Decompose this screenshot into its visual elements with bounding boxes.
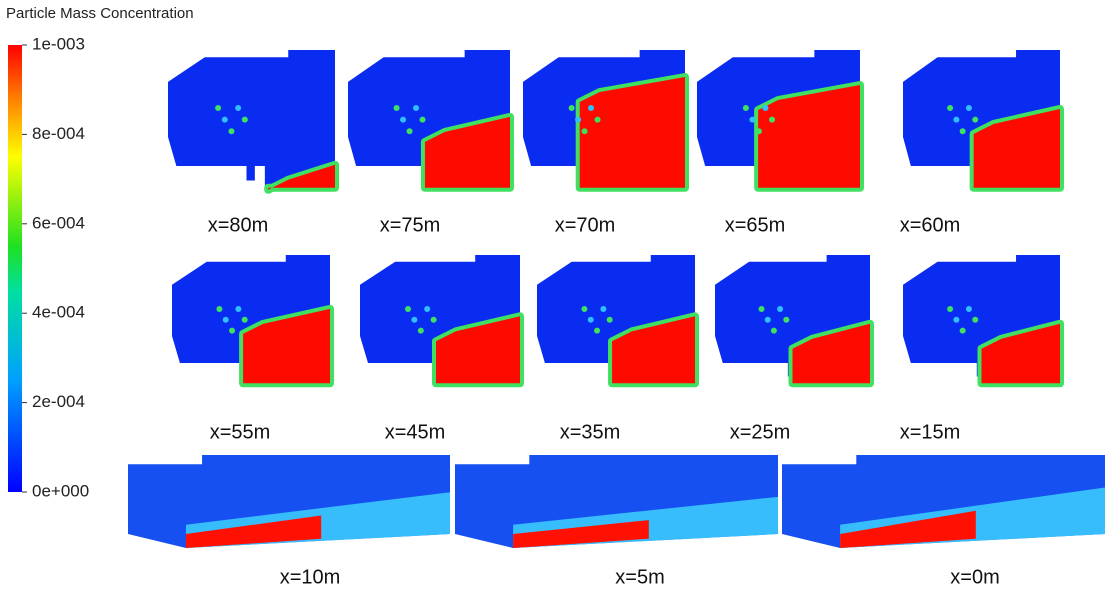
contour-spot <box>972 117 978 123</box>
contour-spot <box>953 117 959 123</box>
colorbar-tick-label: 1e-003 <box>32 34 85 53</box>
contour-spot <box>229 328 235 334</box>
panel-label: x=5m <box>615 566 664 588</box>
contour-spot <box>215 105 221 111</box>
contour-spot <box>588 317 594 323</box>
contour-spot <box>407 128 413 134</box>
contour-spot <box>960 128 966 134</box>
contour-spot <box>960 328 966 334</box>
contour-spot <box>607 317 613 323</box>
contour-spot <box>783 317 789 323</box>
contour-spot <box>424 306 430 312</box>
colorbar-tick-label: 0e+000 <box>32 481 89 500</box>
contour-spot <box>400 117 406 123</box>
contour-spot <box>242 317 248 323</box>
panel-label: x=60m <box>900 214 961 236</box>
contour-spot <box>765 317 771 323</box>
contour-spot <box>771 328 777 334</box>
colorbar-tick-label: 8e-004 <box>32 124 85 143</box>
contour-spot <box>581 306 587 312</box>
colorbar-title: Particle Mass Concentration <box>6 5 194 22</box>
contour-spot <box>242 117 248 123</box>
contour-domain <box>168 50 335 188</box>
contour-spot <box>953 317 959 323</box>
panel-label: x=75m <box>380 214 441 236</box>
colorbar-tick-label: 2e-004 <box>32 392 85 411</box>
contour-spot <box>418 328 424 334</box>
contour-spot <box>413 105 419 111</box>
panel-label: x=80m <box>208 214 269 236</box>
contour-spot <box>947 105 953 111</box>
contour-spot <box>756 128 762 134</box>
contour-spot <box>759 306 765 312</box>
contour-spot <box>569 105 575 111</box>
contour-spot <box>235 105 241 111</box>
contour-spot <box>749 117 755 123</box>
colorbar <box>8 45 22 492</box>
contour-spot <box>235 306 241 312</box>
panel-label: x=35m <box>560 421 621 443</box>
contour-spot <box>582 128 588 134</box>
contour-spot <box>762 105 768 111</box>
contour-spot <box>777 306 783 312</box>
contour-plume <box>580 77 685 188</box>
contour-spot <box>594 328 600 334</box>
contour-spot <box>966 306 972 312</box>
panel-label: x=65m <box>725 214 786 236</box>
panel-label: x=25m <box>730 421 791 443</box>
contour-spot <box>222 117 228 123</box>
colorbar-tick-label: 4e-004 <box>32 303 85 322</box>
contour-spot <box>228 128 234 134</box>
contour-spot <box>595 117 601 123</box>
contour-spot <box>600 306 606 312</box>
contour-plume <box>758 85 860 188</box>
figure: Particle Mass Concentration 1e-003 8e-004… <box>0 0 1108 591</box>
contour-spot <box>420 117 426 123</box>
panel-label: x=10m <box>280 566 341 588</box>
contour-spot <box>431 317 437 323</box>
contour-spot <box>947 306 953 312</box>
panel-label: x=70m <box>555 214 616 236</box>
panel-label: x=15m <box>900 421 961 443</box>
panel-label: x=45m <box>385 421 446 443</box>
contour-spot <box>575 117 581 123</box>
contour-spot <box>223 317 229 323</box>
contour-spot <box>405 306 411 312</box>
contour-spot <box>216 306 222 312</box>
contour-spot <box>743 105 749 111</box>
contour-spot <box>966 105 972 111</box>
colorbar-tick-label: 6e-004 <box>32 213 85 232</box>
panel-label: x=0m <box>950 566 999 588</box>
contour-spot <box>394 105 400 111</box>
contour-spot <box>972 317 978 323</box>
contour-spot <box>588 105 594 111</box>
contour-spot <box>411 317 417 323</box>
contour-spot <box>769 117 775 123</box>
panel-label: x=55m <box>210 421 271 443</box>
